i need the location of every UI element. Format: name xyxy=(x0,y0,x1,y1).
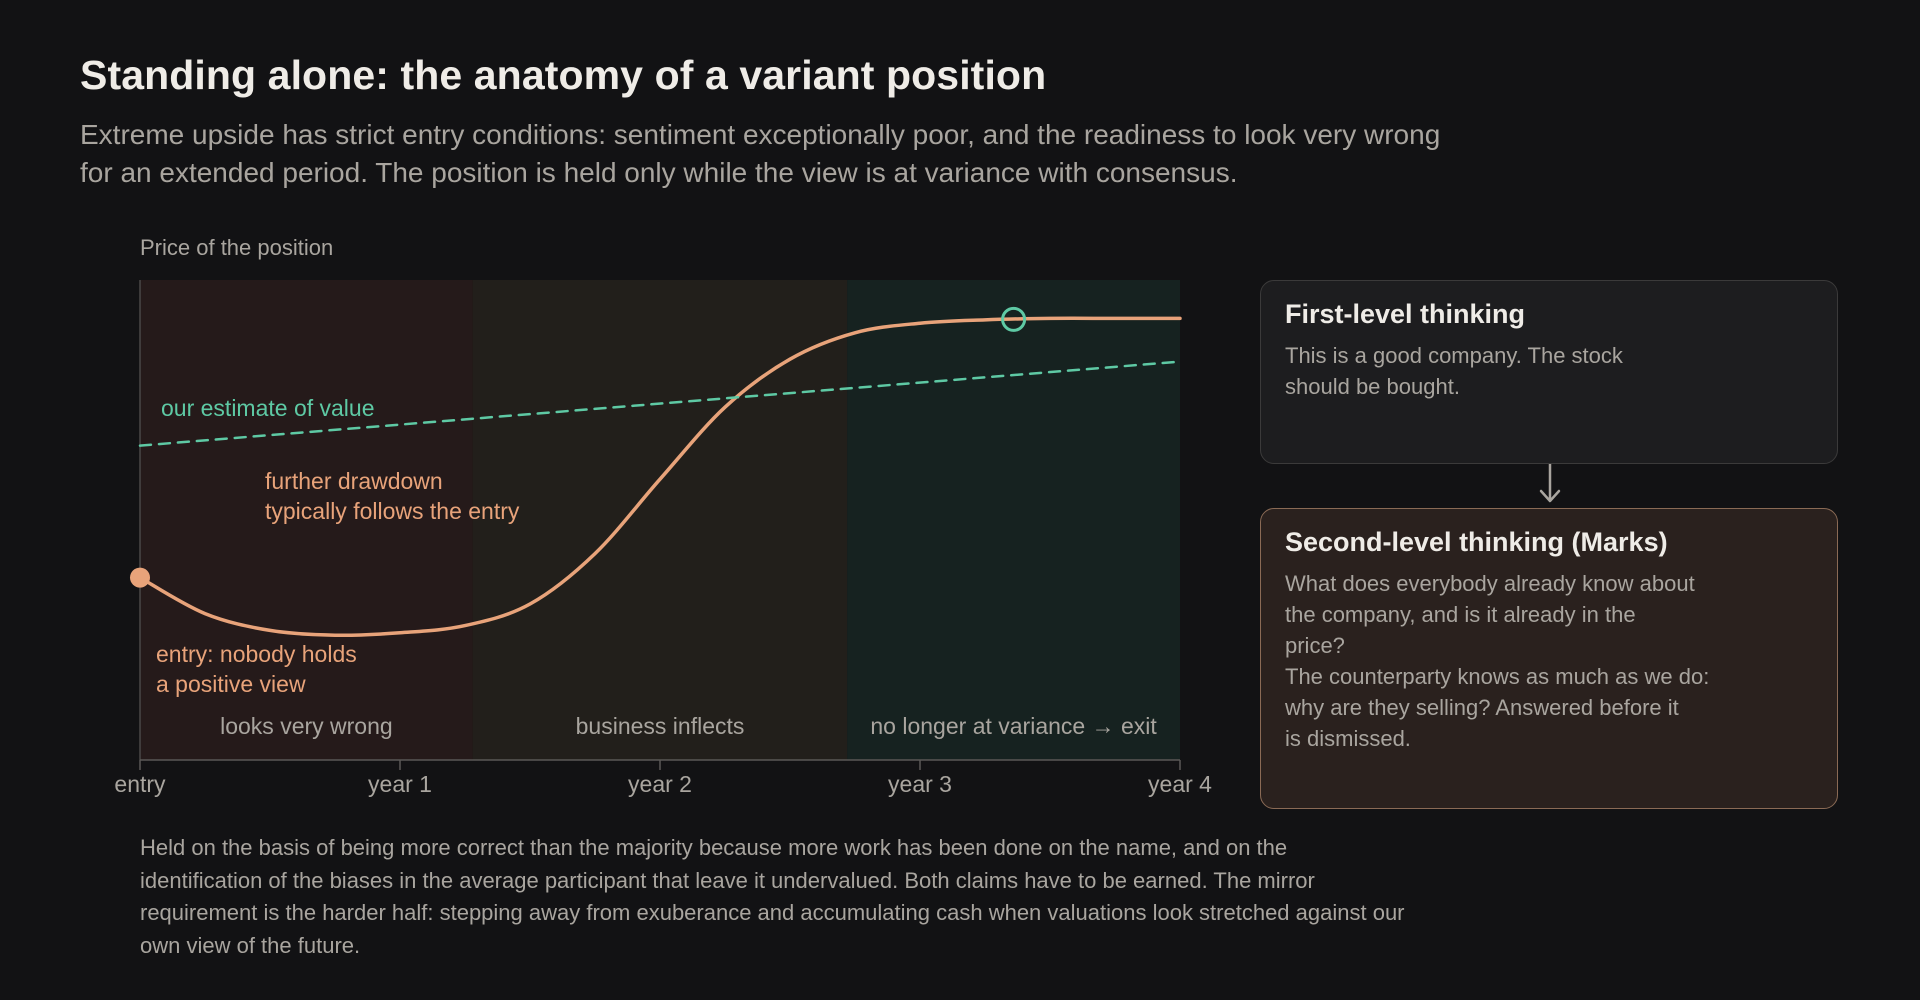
chart-axes xyxy=(139,280,1181,770)
footer-line: Held on the basis of being more correct … xyxy=(140,835,1288,860)
y-axis-label: Price of the position xyxy=(140,235,333,260)
second-level-line: why are they selling? Answered before it xyxy=(1285,695,1679,720)
chart-markers xyxy=(130,306,1027,588)
second-level-line: The counterparty knows as much as we do: xyxy=(1285,664,1710,689)
first-level-title: First-level thinking xyxy=(1285,299,1526,329)
second-level-text: What does everybody already know about t… xyxy=(1285,568,1813,754)
subtitle-line: Extreme upside has strict entry conditio… xyxy=(80,119,1441,150)
chart-annotation: further drawdown xyxy=(265,468,443,494)
footer-note: Held on the basis of being more correct … xyxy=(140,832,1700,962)
x-tick-label: year 2 xyxy=(628,771,692,797)
page-title: Standing alone: the anatomy of a variant… xyxy=(80,52,1047,98)
first-level-line: This is a good company. The stock xyxy=(1285,343,1623,368)
first-level-line: should be bought. xyxy=(1285,374,1460,399)
x-tick-label: year 4 xyxy=(1148,771,1212,797)
second-level-line: the company, and is it already in the xyxy=(1285,602,1636,627)
chart-annotation: typically follows the entry xyxy=(265,498,520,524)
value-estimate-line xyxy=(138,360,1182,447)
phase-label: looks very wrong xyxy=(220,713,393,739)
chart-series xyxy=(138,316,1182,638)
second-level-thinking-card: Second-level thinking (Marks) What does … xyxy=(1260,508,1838,809)
chart-annotation: a positive view xyxy=(156,671,306,697)
phase-band xyxy=(472,280,848,760)
exit-marker xyxy=(1001,306,1027,332)
chart-labels: looks very wrong business inflects no long… xyxy=(114,235,1212,797)
subtitle-line: for an extended period. The position is … xyxy=(80,157,1238,188)
entry-marker xyxy=(130,567,150,588)
x-tick-label: entry xyxy=(114,771,166,797)
chart-annotation: our estimate of value xyxy=(161,395,375,421)
price-chart: looks very wrong business inflects no long… xyxy=(114,235,1212,797)
first-level-text: This is a good company. The stock should… xyxy=(1285,340,1813,402)
arrow-down-icon xyxy=(1539,464,1561,503)
phase-bands xyxy=(140,280,1180,760)
footer-line: requirement is the harder half: stepping… xyxy=(140,900,1405,925)
chart-annotation: entry: nobody holds xyxy=(156,641,357,667)
second-level-line: price? xyxy=(1285,633,1345,658)
second-level-title: Second-level thinking (Marks) xyxy=(1285,527,1668,557)
second-level-line: is dismissed. xyxy=(1285,726,1411,751)
price-line xyxy=(138,316,1182,638)
phase-band xyxy=(140,280,473,760)
footer-line: own view of the future. xyxy=(140,932,361,958)
footer-line: identification of the biases in the aver… xyxy=(140,867,1315,893)
phase-band xyxy=(847,280,1180,760)
phase-label: business inflects xyxy=(576,713,745,739)
second-level-line: What does everybody already know about xyxy=(1285,571,1695,596)
phase-label: no longer at variance → exit xyxy=(870,713,1157,739)
x-tick-label: year 1 xyxy=(368,771,432,797)
page-subtitle: Extreme upside has strict entry conditio… xyxy=(80,116,1600,192)
x-tick-label: year 3 xyxy=(888,771,952,797)
first-level-thinking-card: First-level thinking This is a good comp… xyxy=(1260,280,1838,464)
